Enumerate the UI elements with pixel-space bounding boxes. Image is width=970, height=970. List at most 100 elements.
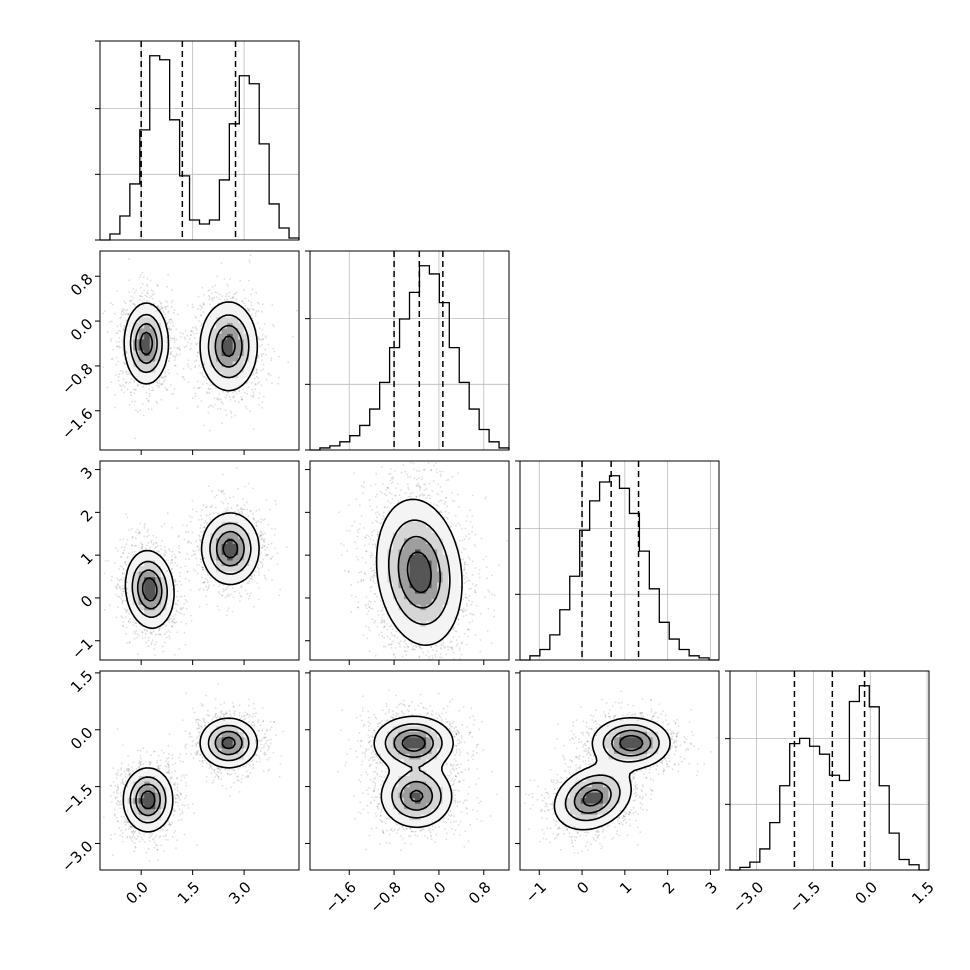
sample-point [118,373,120,376]
sample-point [224,508,227,510]
density-cell [127,604,134,611]
sample-point [138,294,141,297]
sample-point [157,382,159,385]
density-cell [249,350,256,357]
sample-point [203,556,206,559]
sample-point [262,539,264,541]
sample-point [122,328,125,330]
sample-point [186,334,188,337]
sample-point [166,512,169,515]
density-cell [155,350,162,357]
sample-point [176,347,179,350]
sample-point [190,329,193,332]
sample-point [229,398,232,401]
density-cell [216,333,222,340]
sample-point [134,304,137,307]
density-cell [238,560,245,567]
sample-point [120,385,123,388]
sample-point [226,594,228,597]
density-cell [249,322,256,329]
sample-point [121,565,124,568]
sample-point [234,414,237,417]
sample-point [114,585,117,588]
panel-frame [99,460,300,661]
density-cell [138,582,145,589]
sample-point [217,776,220,779]
sample-point [178,611,181,614]
sample-point [154,654,156,657]
density-cell [133,571,139,578]
density-cell [238,311,245,318]
sample-point [164,370,167,373]
sample-point [228,595,230,598]
sample-point [235,390,237,392]
sample-point [142,386,144,388]
sample-point [171,625,174,628]
sample-point [133,388,135,391]
contour-line [136,530,245,610]
sample-point [168,752,170,755]
density-cell [155,328,162,335]
density-cell [210,344,217,351]
sample-point [147,639,150,642]
density-cell [210,543,217,550]
sample-point [188,338,191,341]
sample-point [227,585,230,587]
sample-point [178,547,181,550]
sample-point [277,382,280,385]
sample-point [123,576,125,579]
sample-point [137,410,139,413]
density-cell [243,532,250,539]
sample-point [143,535,146,538]
sample-point [176,373,179,375]
sample-point [159,633,161,635]
sample-point [125,370,128,373]
sample-point [121,600,124,603]
density-cell [210,367,217,373]
sample-point [124,381,127,384]
sample-point [203,522,206,524]
sample-point [125,626,128,629]
sample-point [146,285,149,288]
sample-point [164,387,167,390]
sample-point [240,586,243,589]
sample-point [126,539,129,541]
sample-point [221,594,223,597]
panel-content [103,683,284,862]
sample-point [170,337,173,340]
sample-point [234,510,236,513]
density-cell [133,367,139,373]
sample-point [169,550,171,552]
density-cell [166,588,173,594]
sample-point [239,512,241,515]
sample-point [164,308,167,310]
sample-point [239,279,242,282]
sample-point [143,524,146,527]
sample-point [234,590,236,593]
sample-point [120,597,122,600]
sample-point [222,502,225,505]
density-cell [210,521,217,528]
sample-point [272,347,275,350]
sample-point [265,378,268,381]
sample-point [163,311,165,314]
density-cell [232,378,239,384]
sample-point [259,560,262,563]
density-cell [232,333,239,340]
sample-point [123,362,126,365]
sample-point [104,310,106,313]
density-cell [227,300,233,307]
density-cell [210,527,217,534]
sample-point [256,360,258,363]
density-cell [216,521,222,528]
density-cell [232,322,239,329]
sample-point [265,336,268,339]
sample-point [212,405,215,408]
sample-point [176,590,179,593]
sample-point [245,408,248,410]
density-cell [227,516,233,523]
density-cell [160,333,167,340]
density-cell [138,566,145,572]
histogram-step [520,475,719,661]
sample-point [250,592,252,595]
